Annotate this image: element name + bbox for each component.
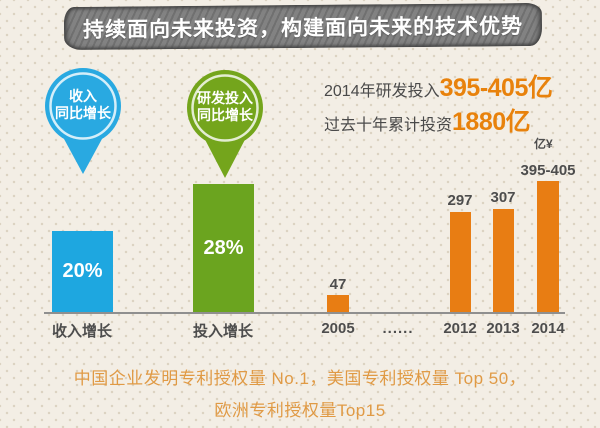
banner-title: 持续面向未来投资，构建面向未来的技术优势: [82, 14, 524, 42]
bar-2005: [327, 295, 349, 312]
x-axis-line: [44, 312, 565, 314]
investment-stats: 2014年研发投入 395-405亿 过去十年累计投资 1880亿: [324, 68, 553, 136]
map-pin-icon: [187, 70, 263, 178]
stat-row-2014: 2014年研发投入 395-405亿: [324, 68, 553, 102]
revenue-pin-label: 收入 同比增长: [43, 88, 123, 122]
stat-label: 过去十年累计投资: [324, 117, 453, 134]
banner: 持续面向未来投资，构建面向未来的技术优势: [63, 2, 543, 51]
rnd-growth-pin: 研发投入 同比增长: [185, 68, 265, 180]
bar-value-2012: 297: [447, 192, 473, 209]
bar-2014: [537, 181, 559, 312]
x-label-revenue: 收入增长: [51, 323, 112, 340]
x-label-gap-ellipsis: ......: [382, 320, 414, 337]
x-label-rnd: 投入增长: [192, 323, 253, 340]
stat-row-decade: 过去十年累计投资 1880亿: [324, 102, 552, 136]
pin-label-line2: 同比增长: [197, 107, 253, 123]
pin-label-line2: 同比增长: [55, 105, 111, 121]
rnd-pin-label: 研发投入 同比增长: [185, 90, 265, 124]
y-axis-unit-label: 亿¥: [534, 137, 553, 151]
bar-value-2013: 307: [490, 189, 516, 206]
pin-label-line1: 研发投入: [197, 90, 253, 106]
footer-patents-line2: 欧洲专利授权量Top15: [214, 401, 386, 420]
pin-label-line1: 收入: [69, 88, 97, 104]
x-label-2013: 2013: [486, 320, 520, 337]
bar-value-2005: 47: [329, 276, 347, 293]
bar-value-2014: 395-405: [520, 162, 576, 179]
map-pin-icon: [45, 68, 121, 174]
bar-data-label: 28%: [203, 236, 244, 259]
stat-value: 395-405亿: [439, 74, 553, 102]
x-label-2012: 2012: [443, 320, 477, 337]
footer-patents-line1: 中国企业发明专利授权量 No.1，美国专利授权量 Top 50，: [73, 369, 527, 388]
rnd-growth-bar: 28%: [193, 184, 254, 312]
bar-data-label: 20%: [62, 260, 103, 282]
bar-2013: [493, 209, 514, 312]
x-label-2014: 2014: [531, 320, 565, 337]
x-label-2005: 2005: [321, 320, 355, 337]
revenue-growth-pin: 收入 同比增长: [43, 66, 123, 178]
bar-2012: [450, 212, 471, 312]
stat-value: 1880亿: [452, 108, 531, 136]
stat-label: 2014年研发投入: [324, 83, 440, 100]
revenue-growth-bar: 20%: [52, 231, 113, 312]
